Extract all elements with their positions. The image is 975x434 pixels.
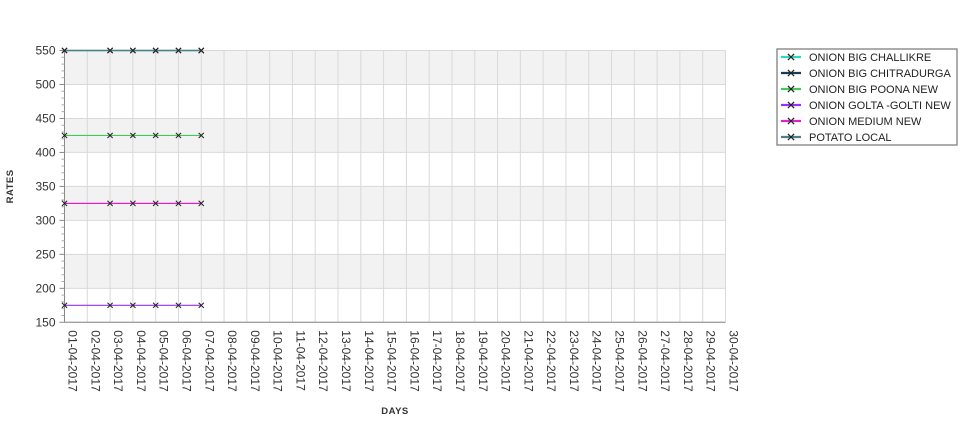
svg-text:250: 250 xyxy=(35,247,55,261)
svg-text:12-04-2017: 12-04-2017 xyxy=(316,330,330,392)
svg-text:17-04-2017: 17-04-2017 xyxy=(430,330,444,392)
svg-text:400: 400 xyxy=(35,145,55,159)
svg-text:28-04-2017: 28-04-2017 xyxy=(681,330,695,392)
svg-text:150: 150 xyxy=(35,315,55,329)
svg-text:24-04-2017: 24-04-2017 xyxy=(590,330,604,392)
svg-text:09-04-2017: 09-04-2017 xyxy=(248,330,262,392)
svg-text:19-04-2017: 19-04-2017 xyxy=(476,330,490,392)
svg-text:29-04-2017: 29-04-2017 xyxy=(704,330,718,392)
svg-text:10-04-2017: 10-04-2017 xyxy=(271,330,285,392)
svg-text:26-04-2017: 26-04-2017 xyxy=(635,330,649,392)
svg-text:200: 200 xyxy=(35,281,55,295)
svg-text:21-04-2017: 21-04-2017 xyxy=(521,330,535,392)
svg-text:05-04-2017: 05-04-2017 xyxy=(157,330,171,392)
svg-text:22-04-2017: 22-04-2017 xyxy=(544,330,558,392)
svg-text:27-04-2017: 27-04-2017 xyxy=(658,330,672,392)
svg-text:ONION MEDIUM NEW: ONION MEDIUM NEW xyxy=(809,116,922,128)
svg-text:01-04-2017: 01-04-2017 xyxy=(66,330,80,392)
svg-text:ONION GOLTA -GOLTI NEW: ONION GOLTA -GOLTI NEW xyxy=(809,100,951,112)
svg-text:RATES: RATES xyxy=(5,169,16,203)
svg-text:ONION BIG CHITRADURGA: ONION BIG CHITRADURGA xyxy=(809,68,951,80)
svg-text:11-04-2017: 11-04-2017 xyxy=(293,330,307,391)
svg-text:30-04-2017: 30-04-2017 xyxy=(727,330,741,392)
svg-text:08-04-2017: 08-04-2017 xyxy=(225,330,239,392)
svg-text:14-04-2017: 14-04-2017 xyxy=(362,330,376,392)
svg-text:25-04-2017: 25-04-2017 xyxy=(613,330,627,392)
svg-text:04-04-2017: 04-04-2017 xyxy=(134,330,148,392)
svg-text:550: 550 xyxy=(35,44,55,58)
svg-text:DAYS: DAYS xyxy=(381,406,409,417)
svg-text:18-04-2017: 18-04-2017 xyxy=(453,330,467,392)
svg-text:ONION BIG CHALLIKRE: ONION BIG CHALLIKRE xyxy=(809,52,931,64)
svg-text:20-04-2017: 20-04-2017 xyxy=(499,330,513,392)
svg-text:350: 350 xyxy=(35,179,55,193)
svg-text:06-04-2017: 06-04-2017 xyxy=(179,330,193,392)
svg-text:13-04-2017: 13-04-2017 xyxy=(339,330,353,392)
svg-text:500: 500 xyxy=(35,77,55,91)
svg-text:02-04-2017: 02-04-2017 xyxy=(88,330,102,392)
svg-text:300: 300 xyxy=(35,213,55,227)
svg-text:15-04-2017: 15-04-2017 xyxy=(385,330,399,392)
svg-text:POTATO LOCAL: POTATO LOCAL xyxy=(809,132,892,144)
svg-text:23-04-2017: 23-04-2017 xyxy=(567,330,581,392)
svg-text:ONION BIG POONA NEW: ONION BIG POONA NEW xyxy=(809,84,939,96)
svg-text:03-04-2017: 03-04-2017 xyxy=(111,330,125,392)
svg-text:450: 450 xyxy=(35,111,55,125)
svg-text:07-04-2017: 07-04-2017 xyxy=(202,330,216,392)
svg-text:16-04-2017: 16-04-2017 xyxy=(407,330,421,392)
